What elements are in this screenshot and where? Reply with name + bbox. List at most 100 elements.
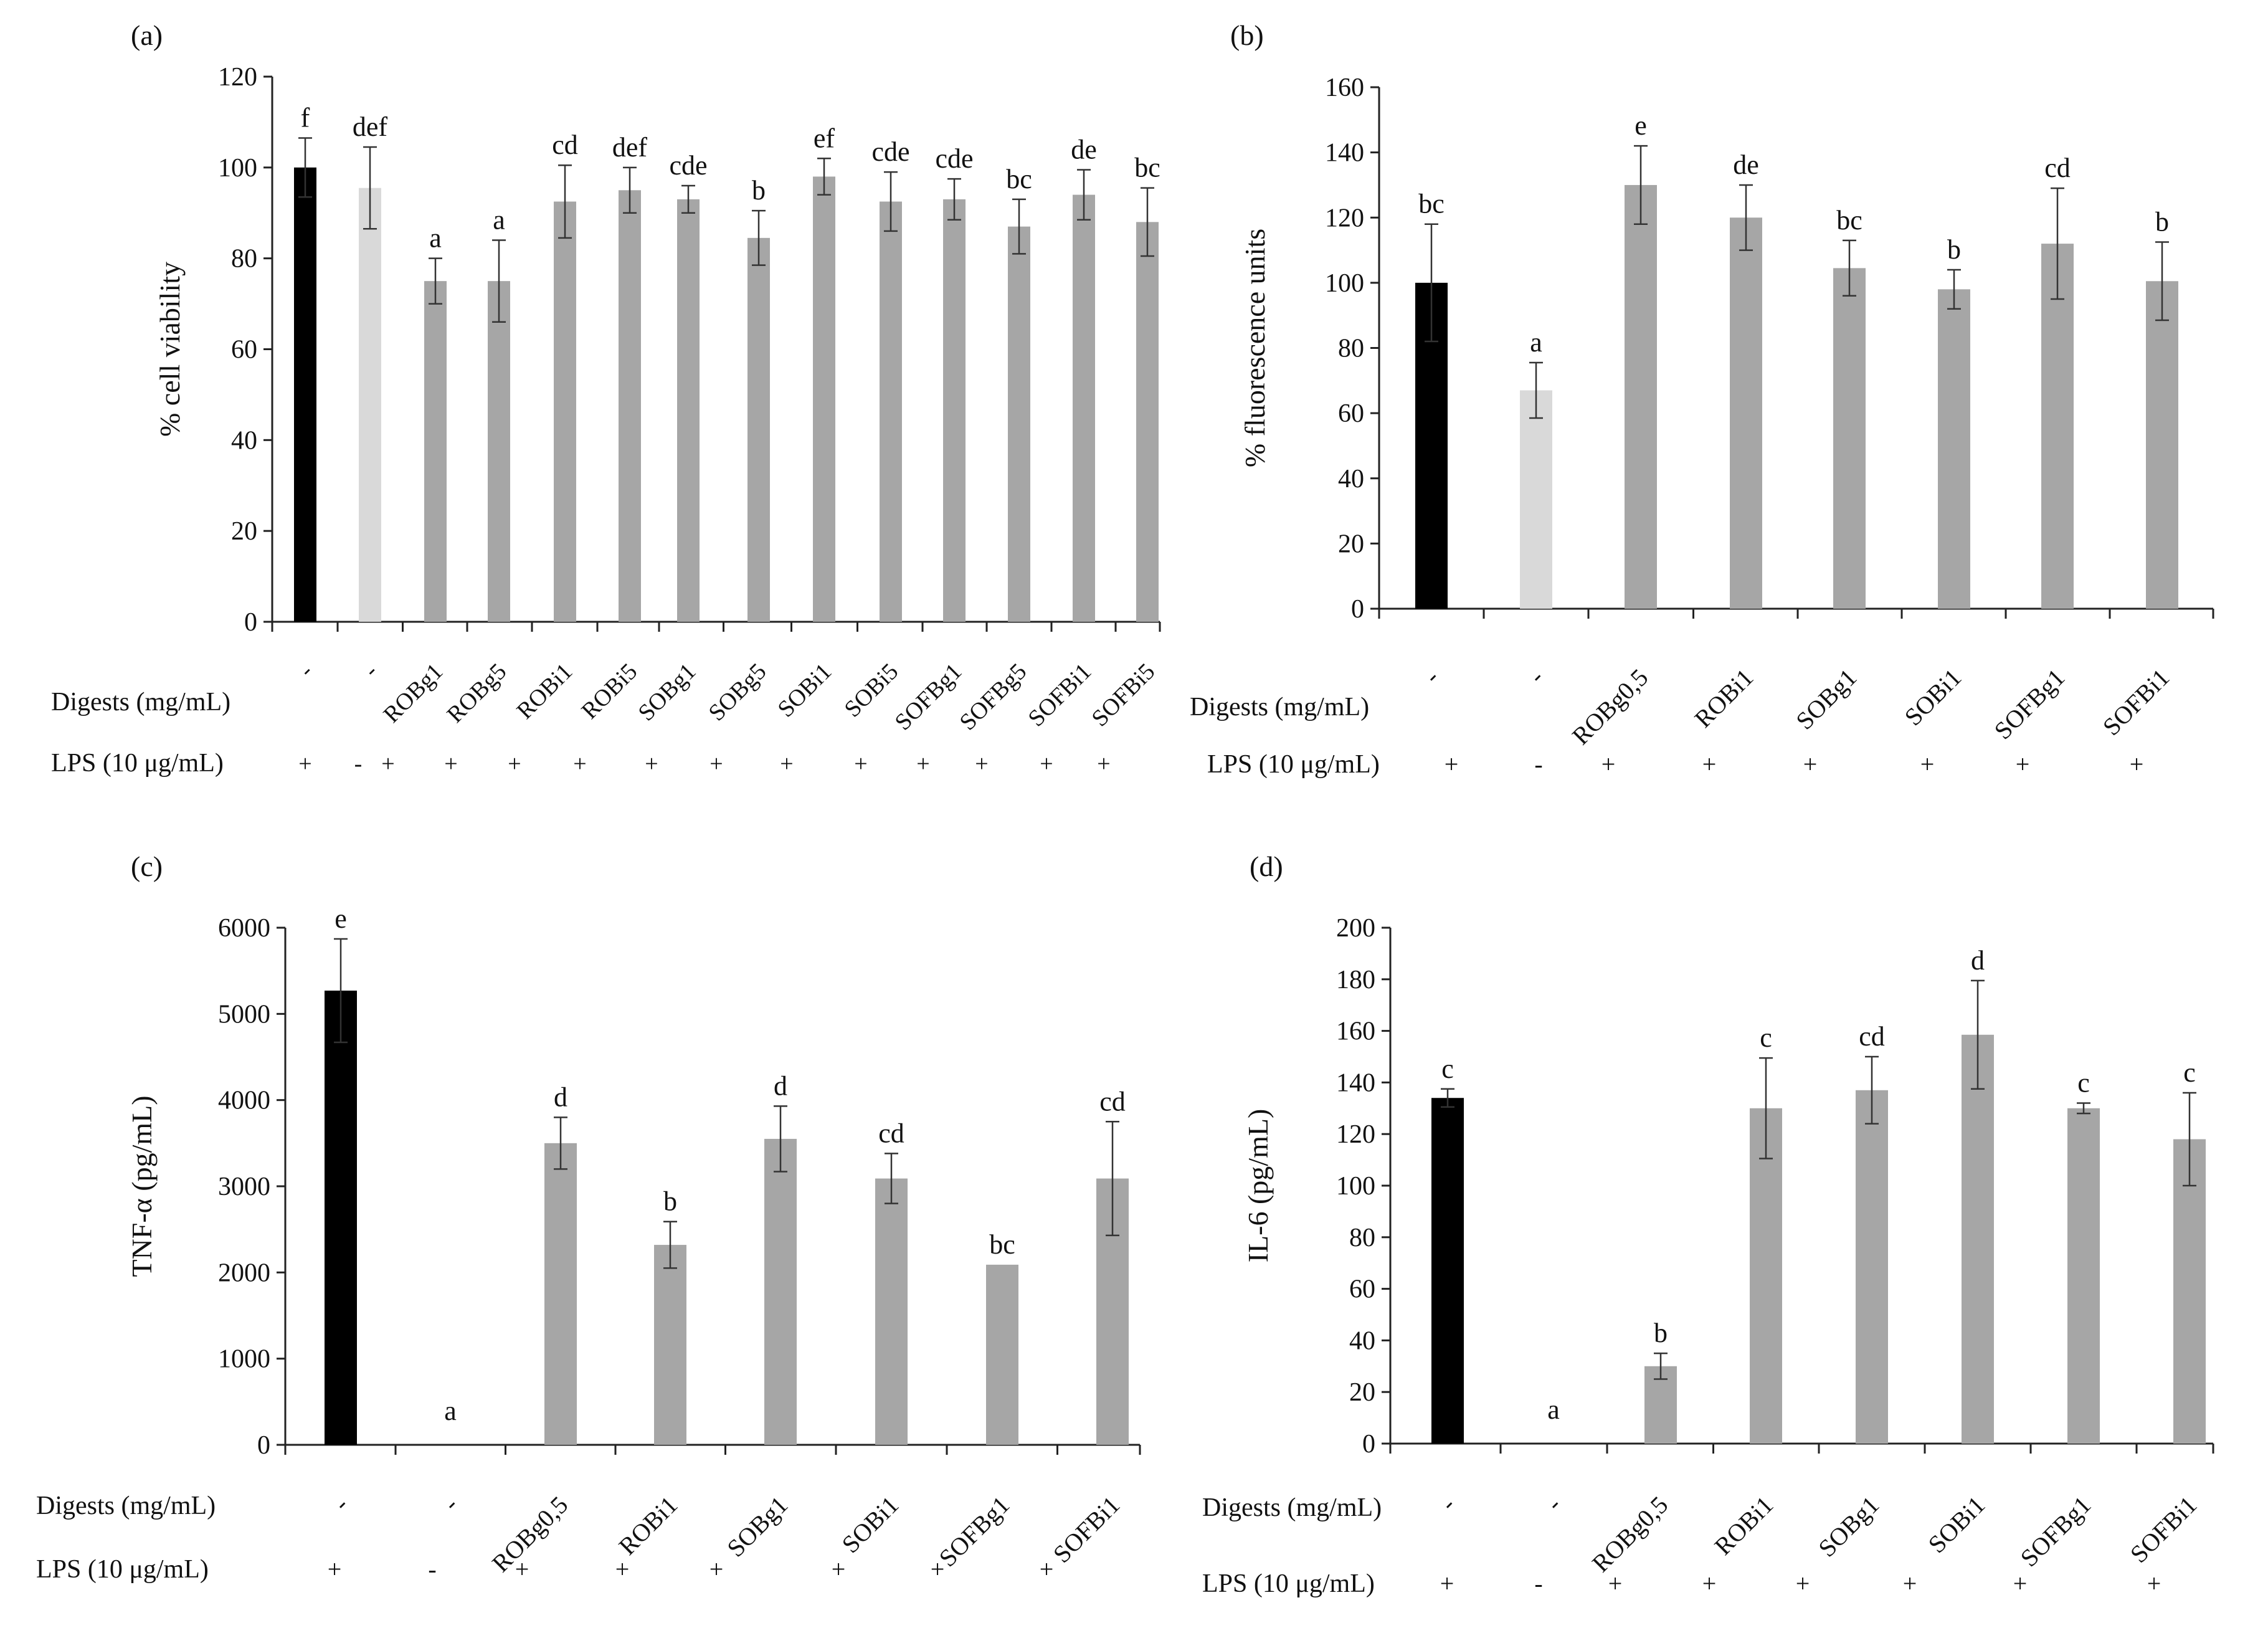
lps-sign: + — [1601, 750, 1616, 778]
digests-row-label: Digests (mg/mL) — [1202, 1493, 1382, 1522]
y-axis-title: TNF-α (pg/mL) — [126, 1095, 158, 1277]
y-tick-label: 1000 — [218, 1345, 270, 1374]
y-tick-label: 140 — [1336, 1069, 1375, 1097]
significance-letter: def — [612, 132, 648, 163]
bar-4 — [1750, 1108, 1782, 1444]
significance-letter: de — [1733, 150, 1759, 180]
bar-1 — [1431, 1098, 1464, 1444]
lps-sign: + — [444, 751, 457, 777]
significance-letter: b — [1654, 1318, 1668, 1348]
bar-1 — [294, 167, 316, 622]
significance-letter: c — [1441, 1054, 1454, 1084]
bar-11 — [943, 199, 966, 622]
lps-sign: + — [615, 1555, 630, 1583]
lps-sign: + — [2013, 1569, 2028, 1597]
lps-sign: + — [1803, 750, 1818, 778]
y-tick-label: 40 — [231, 426, 257, 455]
lps-row-label: LPS (10 μg/mL) — [1207, 750, 1380, 779]
significance-letter: bc — [989, 1229, 1015, 1260]
significance-letter: cde — [669, 150, 707, 181]
y-tick-label: 20 — [1349, 1378, 1375, 1407]
lps-sign: + — [1903, 1569, 1917, 1597]
significance-letter: bc — [1134, 153, 1160, 183]
y-tick-label: 20 — [1338, 530, 1364, 558]
lps-sign: + — [2016, 750, 2030, 778]
y-axis-title: % fluorescence units — [1239, 229, 1271, 467]
y-axis-title: % cell viability — [154, 262, 186, 437]
digests-row-label: Digests (mg/mL) — [51, 688, 230, 716]
lps-sign: + — [2130, 750, 2144, 778]
bar-5 — [554, 201, 576, 622]
significance-letter: c — [1760, 1022, 1772, 1053]
significance-letter: ef — [814, 123, 835, 153]
lps-sign: + — [2147, 1569, 2161, 1597]
significance-letter: a — [429, 223, 442, 254]
significance-letter: e — [1635, 110, 1647, 141]
bar-7 — [2067, 1108, 2100, 1444]
bar-10 — [880, 201, 902, 622]
bar-14 — [1136, 222, 1159, 622]
lps-sign: + — [573, 751, 586, 777]
lps-sign: + — [1445, 750, 1459, 778]
panel-label: (b) — [1230, 19, 1264, 51]
significance-letter: cd — [1099, 1086, 1126, 1116]
panel-label: (d) — [1250, 850, 1283, 882]
lps-sign: + — [916, 751, 929, 777]
lps-sign: + — [1796, 1569, 1810, 1597]
significance-letter: b — [752, 175, 766, 206]
lps-row-label: LPS (10 μg/mL) — [1202, 1569, 1375, 1598]
bar-3 — [544, 1143, 577, 1445]
bar-5 — [764, 1138, 797, 1445]
bar-7 — [677, 199, 700, 622]
significance-letter: bc — [1418, 189, 1445, 219]
y-tick-label: 100 — [1325, 269, 1364, 298]
significance-letter: cd — [1859, 1021, 1885, 1052]
bar-12 — [1008, 226, 1030, 622]
bar-4 — [654, 1245, 686, 1445]
lps-sign: + — [832, 1555, 846, 1583]
y-tick-label: 160 — [1325, 74, 1364, 102]
lps-sign: - — [354, 751, 363, 777]
significance-letter: f — [301, 102, 310, 133]
y-tick-label: 0 — [1351, 595, 1364, 624]
significance-letter: cd — [878, 1118, 904, 1148]
significance-letter: cde — [871, 136, 909, 167]
lps-sign: + — [1702, 750, 1717, 778]
y-tick-label: 80 — [1349, 1224, 1375, 1252]
significance-letter: b — [663, 1186, 677, 1217]
digests-row-label: Digests (mg/mL) — [1190, 693, 1369, 721]
bar-3 — [1625, 184, 1657, 609]
bar-13 — [1073, 194, 1095, 622]
y-tick-label: 120 — [1336, 1120, 1375, 1149]
y-tick-label: 120 — [1325, 204, 1364, 232]
lps-sign: + — [515, 1555, 529, 1583]
significance-letter: d — [1971, 945, 1985, 976]
lps-sign: + — [1097, 751, 1110, 777]
y-tick-label: 60 — [231, 336, 257, 364]
y-tick-label: 0 — [257, 1431, 270, 1460]
significance-letter: de — [1071, 134, 1097, 164]
lps-sign: - — [1534, 1569, 1542, 1597]
significance-letter: cde — [935, 143, 973, 174]
significance-letter: b — [2155, 206, 2169, 237]
y-tick-label: 40 — [1349, 1326, 1375, 1355]
y-tick-label: 60 — [1338, 399, 1364, 428]
y-tick-label: 100 — [218, 154, 257, 183]
bar-9 — [813, 176, 835, 622]
lps-sign: + — [298, 751, 311, 777]
significance-letter: cd — [552, 130, 578, 160]
y-tick-label: 60 — [1349, 1275, 1375, 1304]
significance-letter: c — [2077, 1068, 2090, 1098]
lps-sign: + — [709, 1555, 724, 1583]
lps-sign: + — [780, 751, 793, 777]
lps-sign: - — [1534, 750, 1542, 778]
lps-sign: + — [931, 1555, 945, 1583]
lps-sign: + — [328, 1555, 342, 1583]
bar-8 — [747, 237, 770, 622]
significance-letter: a — [1547, 1394, 1560, 1425]
digests-row-label: Digests (mg/mL) — [36, 1492, 216, 1520]
lps-sign: + — [645, 751, 658, 777]
bar-6 — [619, 190, 641, 622]
lps-sign: + — [1920, 750, 1935, 778]
